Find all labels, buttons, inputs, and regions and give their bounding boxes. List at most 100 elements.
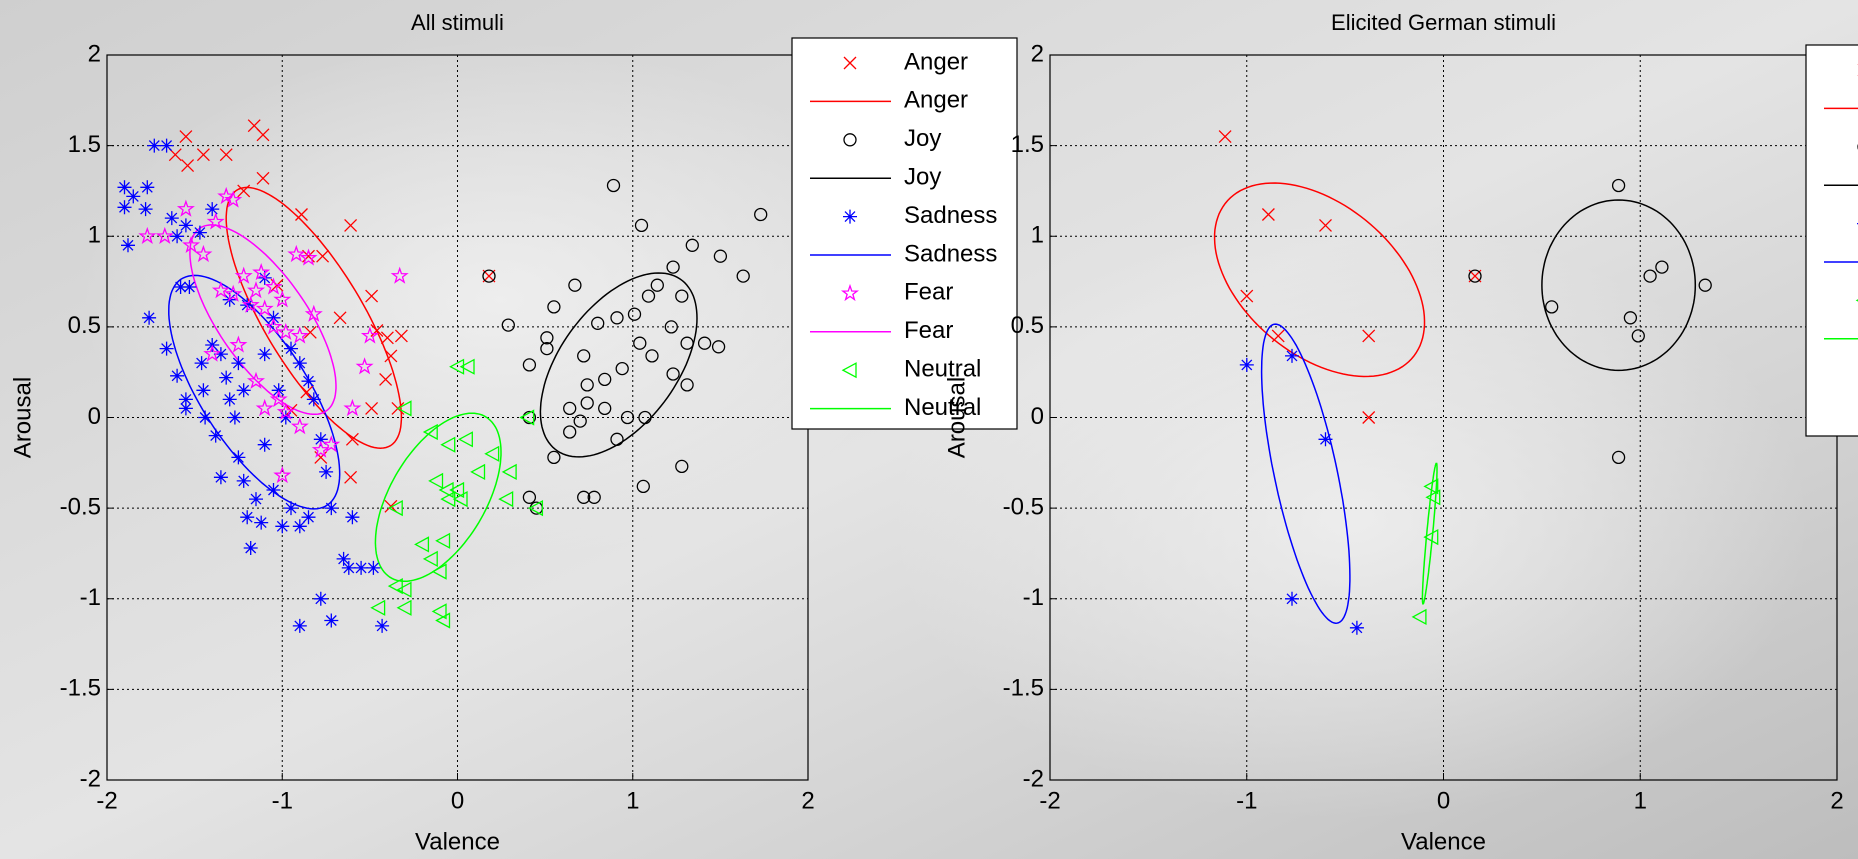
point (257, 437, 272, 452)
legend: Anger Anger Joy Joy Sadness Sadness Fear Fear Ne… (791, 37, 1018, 430)
point (440, 436, 456, 453)
point (273, 466, 292, 484)
legend-marker (843, 209, 857, 224)
point (196, 383, 211, 398)
point (1271, 329, 1285, 343)
point (301, 374, 316, 389)
point (121, 238, 135, 253)
x-tick-label: 0 (1437, 787, 1450, 814)
point (754, 207, 768, 222)
legend-label: Neutral (904, 394, 981, 421)
point (365, 401, 379, 415)
point (1698, 278, 1712, 292)
point (333, 311, 347, 325)
point (675, 289, 689, 303)
point (396, 581, 412, 598)
point (246, 281, 266, 299)
point (641, 289, 656, 303)
point (685, 238, 699, 252)
y-tick-label: 0 (88, 403, 101, 430)
point (540, 331, 554, 345)
point (126, 189, 141, 204)
point (501, 318, 515, 332)
x-tick-label: -1 (272, 787, 293, 814)
legend-label: Anger (904, 87, 968, 114)
point (292, 618, 307, 633)
point (219, 370, 234, 385)
point (287, 244, 306, 263)
point (324, 501, 339, 516)
ellipse (1213, 182, 1426, 378)
point (257, 347, 272, 362)
point (713, 249, 728, 263)
point (484, 445, 500, 462)
y-tick-label: 2 (88, 40, 101, 67)
point (711, 340, 726, 354)
ellipse (374, 412, 502, 583)
point (666, 367, 680, 381)
y-tick-label: 2 (1031, 40, 1044, 67)
point (208, 428, 223, 443)
point (414, 536, 430, 553)
point (164, 211, 179, 226)
x-tick-label: -2 (1039, 787, 1060, 814)
legend-marker (840, 283, 860, 302)
point (1285, 591, 1299, 606)
y-tick-label: 1.5 (68, 131, 101, 158)
legend-label: Neutral (904, 356, 981, 383)
texture (80, 40, 920, 560)
point (522, 410, 537, 425)
point (370, 324, 384, 337)
legend-marker (841, 362, 857, 379)
point (1423, 478, 1439, 495)
point (1423, 529, 1439, 546)
point (370, 599, 386, 616)
point (1362, 411, 1376, 424)
point (666, 260, 680, 274)
legend-box (791, 37, 1018, 430)
point (155, 226, 174, 244)
point (528, 500, 544, 517)
point (1318, 432, 1333, 447)
point (459, 358, 475, 375)
point (638, 410, 652, 425)
point (633, 336, 647, 350)
point (173, 280, 188, 294)
point (360, 326, 379, 344)
point (482, 269, 496, 283)
point (580, 378, 594, 392)
point (213, 470, 228, 485)
point (142, 310, 157, 325)
ellipse (539, 272, 698, 458)
point (295, 208, 308, 221)
y-tick-label: 1 (88, 222, 101, 249)
x-tick-label: 0 (451, 787, 464, 814)
point (498, 491, 514, 508)
point (224, 284, 243, 302)
point (736, 269, 750, 283)
point (196, 148, 210, 162)
point (292, 356, 307, 371)
point (540, 341, 554, 356)
ellipse (189, 224, 337, 416)
ellipse (1421, 462, 1438, 605)
point (306, 392, 321, 407)
point (206, 212, 225, 230)
point (284, 341, 298, 356)
point (1362, 329, 1376, 343)
point (375, 618, 390, 633)
point (344, 470, 358, 484)
y-axis-label: Arousal (943, 377, 970, 458)
point (178, 218, 193, 233)
point (246, 371, 266, 389)
point (573, 414, 587, 428)
point (178, 401, 193, 416)
point (194, 356, 209, 371)
point (182, 280, 197, 294)
point (278, 410, 293, 425)
point (290, 326, 309, 344)
point (313, 432, 328, 447)
point (1285, 348, 1299, 363)
y-tick-label: -2 (1023, 765, 1044, 792)
point (470, 463, 486, 480)
